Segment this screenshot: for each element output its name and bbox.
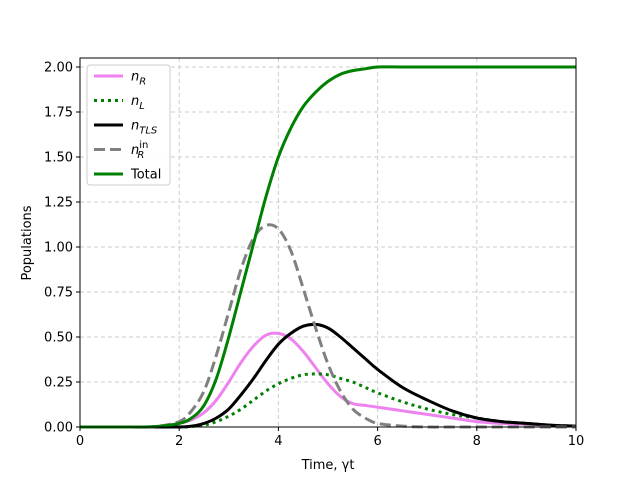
legend-label: nR <box>131 70 146 88</box>
legend-label: nTLS <box>131 119 158 137</box>
x-tick-label: 6 <box>373 434 381 449</box>
series-line-total <box>80 65 576 429</box>
legend: nR nL nTLS nin R Total <box>86 64 171 186</box>
y-tick-label: 1.25 <box>44 196 73 211</box>
x-tick-label: 8 <box>473 434 481 449</box>
x-tick-label: 10 <box>568 434 585 449</box>
x-axis-label: Time, γt <box>301 458 355 473</box>
y-tick-label: 0.50 <box>44 331 73 346</box>
legend-label: Total <box>130 168 161 183</box>
y-tick-label: 1.75 <box>44 106 73 121</box>
y-tick-label: 1.00 <box>44 241 73 256</box>
y-tick-label: 0.75 <box>44 286 73 301</box>
x-tick-label: 0 <box>76 434 84 449</box>
legend-label: nin R <box>131 140 148 161</box>
y-axis-ticks: 0.00 0.25 0.50 0.75 1.00 1.25 1.50 1.75 2.00 <box>44 61 80 436</box>
y-tick-label: 0.25 <box>44 376 73 391</box>
y-tick-label: 2.00 <box>44 61 73 76</box>
y-axis-label: Populations <box>20 205 35 280</box>
y-tick-label: 1.50 <box>44 151 73 166</box>
y-tick-label: 0.00 <box>44 421 73 436</box>
x-axis-ticks: 0 2 4 6 8 10 <box>76 427 584 449</box>
legend-label: nL <box>131 94 145 112</box>
legend-box <box>86 64 171 186</box>
x-tick-label: 4 <box>274 434 282 449</box>
plot-frame <box>79 57 577 428</box>
x-tick-label: 2 <box>175 434 183 449</box>
